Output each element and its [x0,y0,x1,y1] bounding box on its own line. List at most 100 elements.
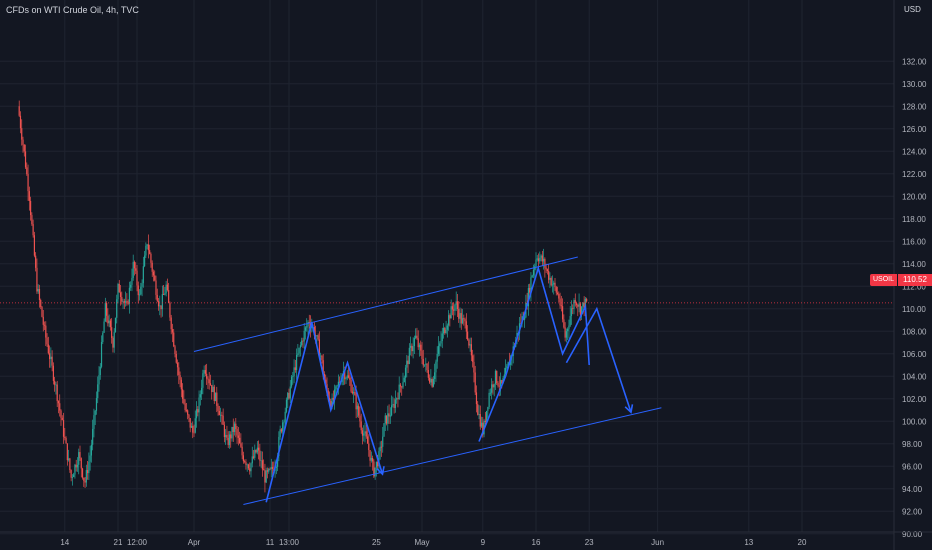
candle-body [425,363,427,365]
candle-body [301,340,303,346]
candle-body [579,303,581,315]
candle-body [26,167,28,175]
candle-body [298,347,300,354]
candle-body [152,271,155,276]
candle-body [423,364,426,366]
candle-body [180,379,182,390]
candle-body [345,378,347,380]
candle-body [293,367,295,377]
candle-body [192,425,194,433]
candle-body [131,277,133,285]
candle-body [163,294,165,295]
candle-body [491,384,493,393]
candle-body [60,410,62,418]
candle-body [541,255,543,262]
candle-body [142,266,144,284]
candle-body [76,464,79,468]
candle-body [308,321,310,324]
candle-body [535,259,537,267]
candle-body [147,244,149,251]
candle-body [420,344,422,351]
candle-body [484,420,486,423]
candle-body [337,381,339,386]
candle-body [493,384,495,388]
candle-body [112,337,114,348]
candle-body [19,115,22,129]
candle-body [27,174,29,192]
last-price-value: 110.52 [898,274,932,286]
y-tick-label: 132.00 [902,57,927,66]
candle-body [173,332,175,347]
candle-body [406,360,408,368]
candle-body [537,258,540,262]
candle-body [270,467,272,470]
candle-body [468,339,470,346]
candle-body [565,331,567,338]
candle-body [441,333,443,342]
candle-body [498,385,500,387]
candle-body [285,399,288,412]
candle-body [37,288,39,292]
candle-body [247,464,250,469]
candle-body [130,284,132,288]
candle-body [582,302,584,307]
candle-body [383,423,385,437]
candle-body [505,368,507,375]
candle-body [416,335,418,339]
candle-body [79,452,81,459]
candle-body [402,382,404,388]
projection-arrow-head [624,404,634,414]
candle-body [183,398,185,404]
candle-body [403,377,405,383]
candle-body [408,347,410,364]
chart-title: CFDs on WTI Crude Oil, 4h, TVC [6,5,139,15]
candle-body [569,316,571,326]
candle-body [261,460,263,470]
y-tick-label: 126.00 [902,125,927,134]
candle-body [47,344,49,354]
candle-body [442,327,445,334]
candle-body [170,317,172,330]
candle-body [439,343,441,346]
candle-body [189,418,191,428]
candle-body [269,468,271,470]
candle-body [445,329,447,333]
candle-body [477,404,479,415]
candle-body [472,355,474,362]
candle-body [354,392,356,395]
candle-body [545,267,547,270]
candle-body [316,335,318,337]
candle-body [218,410,220,416]
candle-body [182,389,184,399]
candle-body [107,315,109,324]
candle-body [176,362,179,368]
candle-body [529,287,531,293]
candle-body [418,344,421,348]
candle-body [213,386,215,401]
candle-body [207,378,209,380]
candle-body [98,375,100,385]
candle-body [179,375,181,380]
candle-body [530,277,532,293]
candle-body [334,389,336,400]
candle-body [417,338,419,348]
candle-body [435,361,437,373]
candle-body [144,255,146,267]
candle-body [265,470,267,483]
candle-body [175,353,177,363]
candle-body [318,339,320,356]
candle-body [75,464,77,468]
candle-body [289,386,291,399]
candle-body [581,306,583,315]
candle-body [190,425,193,428]
candle-body [559,298,561,306]
candle-body [252,456,255,458]
candle-body [584,298,586,310]
candle-body [259,450,261,461]
candle-body [171,329,174,333]
candle-body [401,386,403,388]
candle-body [87,470,89,474]
candle-body [410,345,412,348]
candle-body [531,275,533,278]
